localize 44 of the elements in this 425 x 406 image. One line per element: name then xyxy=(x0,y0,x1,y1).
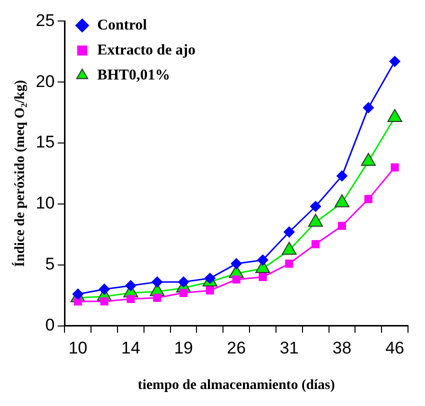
y-tick-label: 0 xyxy=(45,315,55,334)
x-tick-label: 46 xyxy=(385,338,404,358)
point xyxy=(390,163,399,172)
point xyxy=(284,226,295,238)
x-tick-label: 31 xyxy=(280,338,299,358)
point xyxy=(206,286,214,294)
legend-label: Control xyxy=(97,17,147,34)
x-axis-title: tiempo de almacenamiento (días) xyxy=(138,378,336,394)
point xyxy=(204,272,216,284)
y-tick-label: 10 xyxy=(36,194,55,213)
point xyxy=(98,284,110,295)
y-tick-label: 15 xyxy=(36,132,55,152)
point xyxy=(152,276,163,288)
point xyxy=(72,288,84,300)
x-tick-label: 10 xyxy=(68,338,88,358)
point xyxy=(389,56,400,67)
point xyxy=(178,276,190,288)
x-tick-label: 26 xyxy=(226,338,246,358)
point xyxy=(232,275,240,284)
y-axis-title: Índice de peróxido (meq O₂/kg) xyxy=(11,80,28,267)
point xyxy=(153,294,162,302)
point xyxy=(230,258,242,270)
legend-label: Extracto de ajo xyxy=(97,42,196,58)
point xyxy=(100,297,108,306)
point xyxy=(285,260,294,268)
y-tick-label: 20 xyxy=(36,72,55,91)
legend-label: BHT0,01% xyxy=(97,67,170,84)
point xyxy=(125,280,136,292)
point xyxy=(126,294,135,304)
point xyxy=(336,170,348,182)
x-tick-label: 14 xyxy=(121,338,140,358)
point xyxy=(180,288,188,297)
point xyxy=(258,273,267,282)
y-tick-label: 25 xyxy=(36,10,55,30)
point xyxy=(338,222,346,230)
point xyxy=(312,240,320,248)
y-tick-label: 5 xyxy=(45,254,55,274)
x-tick-label: 19 xyxy=(174,338,193,358)
point xyxy=(310,200,322,212)
x-tick-label: 38 xyxy=(332,338,352,358)
point xyxy=(74,297,82,306)
point xyxy=(364,195,372,204)
point xyxy=(362,102,374,114)
point xyxy=(257,254,268,266)
